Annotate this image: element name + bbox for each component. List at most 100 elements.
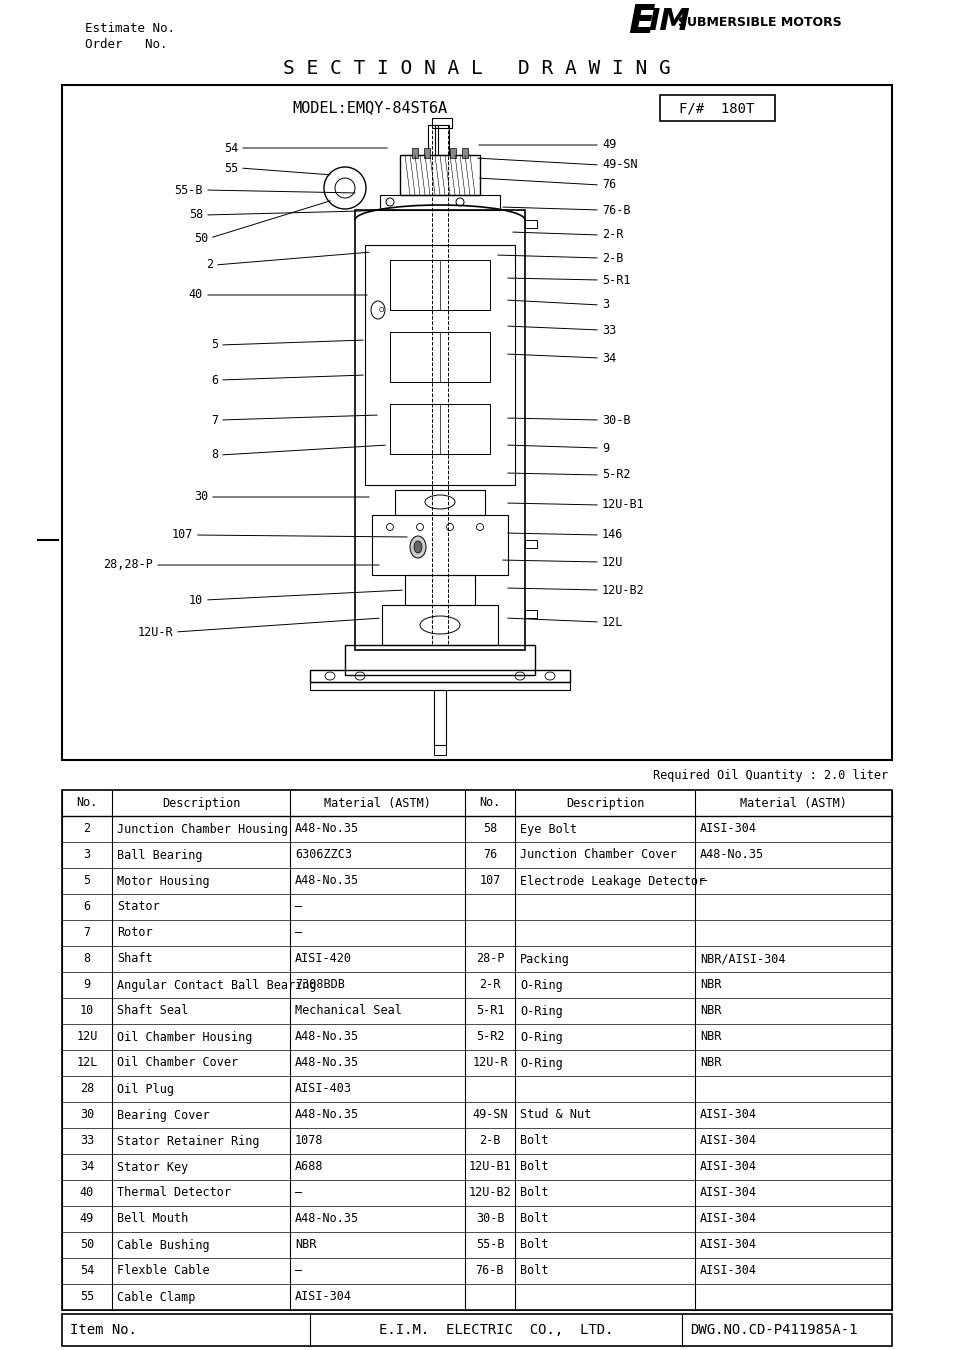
- Text: A48-No.35: A48-No.35: [700, 849, 763, 861]
- Text: Flexble Cable: Flexble Cable: [117, 1265, 210, 1277]
- Bar: [524, 540, 537, 548]
- Text: Junction Chamber Housing: Junction Chamber Housing: [117, 822, 288, 836]
- Text: 2-R: 2-R: [478, 979, 500, 991]
- Text: AISI-304: AISI-304: [700, 1238, 757, 1251]
- Text: A688: A688: [294, 1161, 323, 1173]
- Text: AISI-403: AISI-403: [294, 1083, 352, 1095]
- Text: Stud & Nut: Stud & Nut: [519, 1108, 591, 1122]
- Bar: [390, 332, 490, 382]
- Text: A48-No.35: A48-No.35: [294, 1030, 358, 1044]
- Text: Stator Retainer Ring: Stator Retainer Ring: [117, 1134, 259, 1148]
- Bar: [372, 514, 507, 575]
- Text: 76-B: 76-B: [601, 204, 630, 216]
- Text: 6: 6: [211, 374, 218, 386]
- Text: 9: 9: [601, 441, 608, 455]
- Text: Oil Chamber Housing: Oil Chamber Housing: [117, 1030, 253, 1044]
- Text: 30: 30: [193, 490, 208, 504]
- Bar: [379, 194, 499, 211]
- Text: AISI-304: AISI-304: [700, 1187, 757, 1200]
- Text: AISI-304: AISI-304: [700, 1265, 757, 1277]
- Bar: [423, 148, 430, 158]
- Text: Estimate No.: Estimate No.: [85, 22, 174, 35]
- Text: NBR: NBR: [700, 979, 720, 991]
- Text: NBR: NBR: [700, 1004, 720, 1018]
- Text: A48-No.35: A48-No.35: [294, 1108, 358, 1122]
- Text: Oil Chamber Cover: Oil Chamber Cover: [117, 1057, 238, 1069]
- Text: 58: 58: [189, 208, 203, 221]
- Bar: [434, 690, 446, 745]
- Text: Oil Plug: Oil Plug: [117, 1083, 173, 1095]
- Text: F/#  180T: F/# 180T: [679, 101, 754, 115]
- Text: 76: 76: [482, 849, 497, 861]
- Text: 1078: 1078: [294, 1134, 323, 1148]
- Text: Bell Mouth: Bell Mouth: [117, 1212, 188, 1226]
- Text: 6306ZZC3: 6306ZZC3: [294, 849, 352, 861]
- Text: NBR: NBR: [700, 1057, 720, 1069]
- Text: AISI-304: AISI-304: [700, 1161, 757, 1173]
- Text: 107: 107: [172, 528, 193, 541]
- Text: 5: 5: [83, 875, 91, 887]
- Text: 54: 54: [224, 142, 237, 154]
- Text: 33: 33: [80, 1134, 94, 1148]
- Bar: [524, 220, 537, 228]
- Text: 12U-B2: 12U-B2: [468, 1187, 511, 1200]
- Bar: [365, 244, 515, 485]
- Text: Shaft: Shaft: [117, 953, 152, 965]
- Text: Shaft Seal: Shaft Seal: [117, 1004, 188, 1018]
- Text: AISI-304: AISI-304: [700, 1212, 757, 1226]
- Text: 12U: 12U: [601, 555, 622, 568]
- Bar: [412, 148, 417, 158]
- Text: Electrode Leakage Detector: Electrode Leakage Detector: [519, 875, 704, 887]
- Text: 12U-R: 12U-R: [137, 625, 172, 639]
- Text: AISI-304: AISI-304: [700, 1134, 757, 1148]
- Text: 5-R1: 5-R1: [476, 1004, 504, 1018]
- Text: 2-R: 2-R: [601, 228, 622, 242]
- Text: S E C T I O N A L   D R A W I N G: S E C T I O N A L D R A W I N G: [283, 58, 670, 77]
- Text: Bearing Cover: Bearing Cover: [117, 1108, 210, 1122]
- Text: —: —: [294, 926, 302, 940]
- Text: Item No.: Item No.: [70, 1323, 137, 1336]
- Bar: [62, 85, 891, 760]
- Text: 9: 9: [83, 979, 91, 991]
- Text: SUBMERSIBLE MOTORS: SUBMERSIBLE MOTORS: [678, 15, 841, 28]
- Text: Thermal Detector: Thermal Detector: [117, 1187, 231, 1200]
- Text: —: —: [294, 900, 302, 914]
- Text: O-Ring: O-Ring: [519, 1030, 562, 1044]
- Text: Rotor: Rotor: [117, 926, 152, 940]
- Text: —: —: [294, 1187, 302, 1200]
- Text: A48-No.35: A48-No.35: [294, 822, 358, 836]
- Text: 54: 54: [80, 1265, 94, 1277]
- Text: Bolt: Bolt: [519, 1212, 548, 1226]
- Text: Material (ASTM): Material (ASTM): [739, 796, 845, 810]
- Text: 5-R2: 5-R2: [601, 468, 630, 482]
- Text: E: E: [627, 3, 654, 40]
- Text: Stator Key: Stator Key: [117, 1161, 188, 1173]
- Text: —: —: [700, 875, 706, 887]
- Bar: [395, 490, 484, 514]
- Bar: [381, 605, 497, 645]
- Bar: [310, 682, 569, 690]
- Text: 55-B: 55-B: [476, 1238, 504, 1251]
- Text: E.I.M.  ELECTRIC  CO.,  LTD.: E.I.M. ELECTRIC CO., LTD.: [378, 1323, 613, 1336]
- Text: Bolt: Bolt: [519, 1238, 548, 1251]
- Text: Stator: Stator: [117, 900, 159, 914]
- Text: Description: Description: [162, 796, 240, 810]
- Bar: [524, 610, 537, 618]
- Bar: [62, 790, 891, 1310]
- Text: AISI-304: AISI-304: [700, 822, 757, 836]
- Text: 30-B: 30-B: [601, 413, 630, 427]
- Bar: [435, 126, 449, 155]
- Text: 7308BDB: 7308BDB: [294, 979, 345, 991]
- Text: 49-SN: 49-SN: [601, 158, 637, 171]
- Text: 5-R1: 5-R1: [601, 274, 630, 286]
- Text: 49: 49: [80, 1212, 94, 1226]
- Bar: [62, 1314, 891, 1346]
- Text: Cable Clamp: Cable Clamp: [117, 1291, 195, 1304]
- Text: 49: 49: [601, 139, 616, 151]
- Text: 50: 50: [80, 1238, 94, 1251]
- Bar: [405, 575, 475, 605]
- Text: O-Ring: O-Ring: [519, 1004, 562, 1018]
- Text: 3: 3: [601, 298, 608, 312]
- Text: 12U-B1: 12U-B1: [468, 1161, 511, 1173]
- Text: 5-R2: 5-R2: [476, 1030, 504, 1044]
